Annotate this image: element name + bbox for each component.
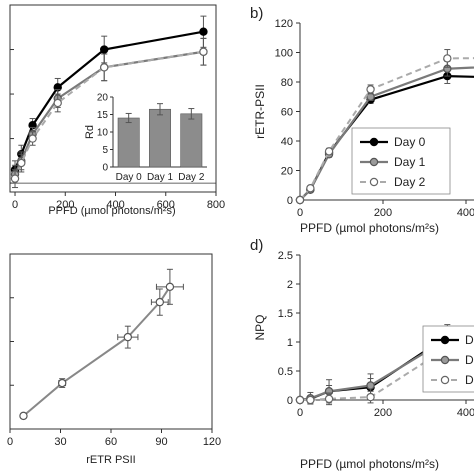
series-line xyxy=(22,286,171,417)
inset-y-tick-label: 20 xyxy=(97,93,109,104)
data-point xyxy=(324,394,334,404)
data-point xyxy=(165,282,175,292)
x-tick-label: 800 xyxy=(207,199,225,211)
y-tick-label: 2 xyxy=(287,279,293,291)
legend-label: Day 2 xyxy=(394,175,426,189)
x-tick-label: 0 xyxy=(12,199,18,211)
legend-label: Day 1 xyxy=(394,155,426,169)
legend-marker xyxy=(369,157,379,167)
x-tick-label: 0 xyxy=(297,407,303,419)
data-point xyxy=(443,54,452,63)
data-point xyxy=(10,174,20,183)
data-point xyxy=(57,378,67,388)
inset-category-label: Day 2 xyxy=(178,172,205,183)
y-tick-label: 80 xyxy=(281,77,293,89)
data-point xyxy=(366,381,375,390)
inset-y-tick-label: 15 xyxy=(97,110,109,121)
legend: Day 0 Day 1 Day 2 xyxy=(351,127,451,195)
legend-marker xyxy=(440,375,450,385)
panel-label-d: d) xyxy=(250,237,263,254)
inset-bar xyxy=(180,113,203,168)
y-tick-label: 20 xyxy=(281,166,293,178)
y-tick-label: 100 xyxy=(275,48,293,60)
inset-bar xyxy=(149,108,171,168)
data-point xyxy=(28,134,37,143)
y-tick-label: 60 xyxy=(281,107,293,119)
inset-y-tick-label: 10 xyxy=(97,128,109,139)
series-day-2 xyxy=(10,37,208,189)
legend-label: Day 0 xyxy=(394,135,426,149)
x-axis-title: PPFD (µmol photons/m²s) xyxy=(48,205,175,217)
data-point xyxy=(100,45,109,54)
legend-marker xyxy=(440,335,450,345)
y-tick-label: 2.5 xyxy=(278,250,293,262)
x-tick-label: 400 xyxy=(457,207,474,219)
inset-bar xyxy=(117,117,140,168)
data-point xyxy=(155,297,165,307)
data-point xyxy=(100,63,109,72)
legend-marker xyxy=(369,137,379,147)
x-tick-label: 30 xyxy=(54,436,66,448)
x-tick-label: 60 xyxy=(105,436,117,448)
data-point xyxy=(123,332,133,342)
x-tick-label: 90 xyxy=(155,436,167,448)
data-point xyxy=(17,158,26,168)
y-tick-label: 0 xyxy=(287,395,293,407)
y-tick-label: 0 xyxy=(287,195,293,207)
y-tick-label: 0.5 xyxy=(278,366,293,378)
data-point xyxy=(295,395,305,405)
legend-label: Da xyxy=(465,353,474,367)
x-tick-label: 400 xyxy=(457,407,474,419)
x-tick-label: 600 xyxy=(157,199,175,211)
inset-category-label: Day 0 xyxy=(116,172,143,183)
data-point xyxy=(324,147,334,156)
y-axis-title: rETR-PSII xyxy=(253,84,267,139)
data-point xyxy=(366,392,375,402)
x-axis-title: PPFD (µmol photons/m²s) xyxy=(300,221,439,235)
x-axis-title: rETR PSII xyxy=(86,454,136,466)
legend: Da Da Da xyxy=(422,325,474,393)
data-point xyxy=(199,47,208,56)
data-point xyxy=(199,27,208,36)
y-tick-label: 1 xyxy=(287,337,293,349)
data-point xyxy=(306,395,315,405)
x-tick-label: 200 xyxy=(374,207,392,219)
panel-label-b: b) xyxy=(250,5,263,22)
x-tick-label: 0 xyxy=(297,207,303,219)
x-tick-label: 400 xyxy=(106,199,124,211)
data-point xyxy=(295,195,305,205)
legend-box xyxy=(351,127,451,195)
series-day-2 xyxy=(295,49,474,205)
data-point xyxy=(306,183,315,193)
inset-category-label: Day 1 xyxy=(147,172,174,183)
y-axis-title: NPQ xyxy=(253,314,267,340)
inset-y-tick-label: 0 xyxy=(102,163,108,174)
legend-marker xyxy=(440,355,450,365)
x-tick-label: 200 xyxy=(374,407,392,419)
inset-y-tick-label: 5 xyxy=(102,145,108,156)
data-point xyxy=(366,85,375,94)
data-point xyxy=(19,411,28,421)
legend-label: Da xyxy=(465,373,474,387)
inset-y-axis-title: Rd xyxy=(84,125,96,139)
x-axis-title: PPFD (µmol photons/m²s) xyxy=(300,457,439,471)
data-point xyxy=(53,98,62,108)
x-tick-label: 0 xyxy=(7,436,13,448)
y-tick-label: 1.5 xyxy=(278,308,293,320)
x-tick-label: 120 xyxy=(203,436,221,448)
legend-label: Da xyxy=(465,333,474,347)
x-tick-label: 200 xyxy=(56,199,74,211)
y-tick-label: 40 xyxy=(281,136,293,148)
panel-a-frame xyxy=(9,4,217,193)
y-tick-label: 120 xyxy=(275,18,293,30)
legend-marker xyxy=(369,177,379,187)
